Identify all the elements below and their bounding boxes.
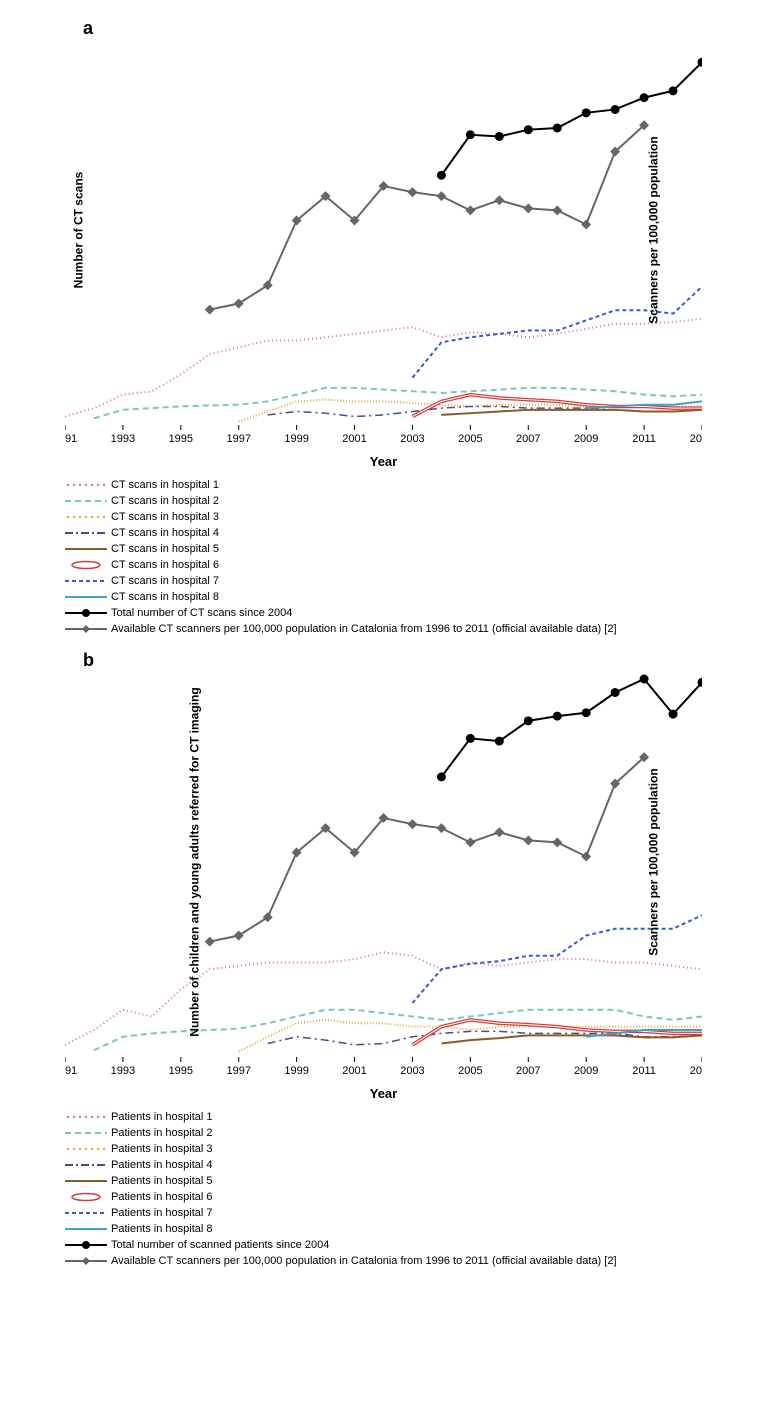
y-left-label-b: Number of children and young adults refe… [188,687,202,1036]
svg-text:2005: 2005 [458,1065,482,1077]
svg-text:1999: 1999 [284,433,308,445]
legend-text: CT scans in hospital 4 [111,527,219,539]
legend-text: CT scans in hospital 2 [111,495,219,507]
legend-text: Patients in hospital 8 [111,1223,213,1235]
svg-text:1995: 1995 [169,1065,193,1077]
legend-text: Patients in hospital 6 [111,1191,213,1203]
legend-item: CT scans in hospital 7 [65,573,757,589]
legend-item: CT scans in hospital 6 [65,557,757,573]
legend-item: CT scans in hospital 4 [65,525,757,541]
svg-text:2003: 2003 [400,1065,424,1077]
legend-swatch [65,1191,107,1203]
legend-swatch [65,479,107,491]
legend-swatch [65,591,107,603]
legend-item: Patients in hospital 7 [65,1205,757,1221]
legend-swatch [65,607,107,619]
legend-item: CT scans in hospital 2 [65,493,757,509]
legend-swatch [65,575,107,587]
legend-text: Available CT scanners per 100,000 popula… [111,1255,617,1267]
y-right-label-b: Scanners per 100,000 population [646,768,660,955]
svg-text:1995: 1995 [169,433,193,445]
legend-swatch [65,1255,107,1267]
legend-swatch [65,1207,107,1219]
svg-text:2009: 2009 [574,433,598,445]
legend-text: Total number of scanned patients since 2… [111,1239,329,1251]
legend-text: Total number of CT scans since 2004 [111,607,292,619]
legend-item: CT scans in hospital 3 [65,509,757,525]
panel-label-b: b [83,650,94,671]
y-left-label-a: Number of CT scans [71,172,85,289]
x-label-b: Year [10,1086,757,1101]
legend-item: CT scans in hospital 1 [65,477,757,493]
legend-text: Available CT scanners per 100,000 popula… [111,623,617,635]
svg-text:2007: 2007 [516,1065,540,1077]
svg-text:2013: 2013 [690,433,702,445]
legend-swatch [65,543,107,555]
legend-swatch [65,1111,107,1123]
legend-swatch [65,1175,107,1187]
chart-svg-b: 1991 1993 1995 1997 1999 2001 2003 2005 2007 2009… [65,642,702,1082]
legend-swatch [65,511,107,523]
legend-swatch [65,1223,107,1235]
legend-item: CT scans in hospital 5 [65,541,757,557]
svg-text:1991: 1991 [65,1065,77,1077]
legend-item: Patients in hospital 1 [65,1109,757,1125]
legend-swatch [65,623,107,635]
legend-item: Patients in hospital 4 [65,1157,757,1173]
svg-text:1999: 1999 [284,1065,308,1077]
legend-text: Patients in hospital 3 [111,1143,213,1155]
legend-text: Patients in hospital 7 [111,1207,213,1219]
svg-text:1993: 1993 [111,433,135,445]
legend-item: Available CT scanners per 100,000 popula… [65,621,757,637]
legend-item: CT scans in hospital 8 [65,589,757,605]
legend-text: Patients in hospital 2 [111,1127,213,1139]
legend-text: CT scans in hospital 6 [111,559,219,571]
legend-item: Patients in hospital 8 [65,1221,757,1237]
legend-text: CT scans in hospital 8 [111,591,219,603]
panel-label-a: a [83,18,93,39]
svg-text:2013: 2013 [690,1065,702,1077]
legend-swatch [65,1239,107,1251]
legend-b: Patients in hospital 1 Patients in hospi… [65,1109,757,1269]
legend-item: Patients in hospital 3 [65,1141,757,1157]
svg-text:2009: 2009 [574,1065,598,1077]
x-label-a: Year [10,454,757,469]
svg-text:2001: 2001 [342,433,366,445]
legend-item: Total number of scanned patients since 2… [65,1237,757,1253]
legend-text: CT scans in hospital 5 [111,543,219,555]
legend-swatch [65,495,107,507]
legend-swatch [65,1159,107,1171]
svg-text:1997: 1997 [226,433,250,445]
chart-svg-a: 1991 1993 1995 1997 1999 2001 2003 2005 2007 2009… [65,10,702,450]
svg-text:2003: 2003 [400,433,424,445]
legend-item: Patients in hospital 2 [65,1125,757,1141]
legend-text: CT scans in hospital 3 [111,511,219,523]
legend-text: CT scans in hospital 1 [111,479,219,491]
svg-text:1991: 1991 [65,433,77,445]
legend-swatch [65,1143,107,1155]
svg-text:2011: 2011 [632,1065,656,1077]
legend-text: Patients in hospital 1 [111,1111,213,1123]
svg-text:2007: 2007 [516,433,540,445]
svg-text:1993: 1993 [111,1065,135,1077]
svg-text:2011: 2011 [632,433,656,445]
svg-text:2001: 2001 [342,1065,366,1077]
svg-text:2005: 2005 [458,433,482,445]
legend-text: Patients in hospital 5 [111,1175,213,1187]
legend-swatch [65,559,107,571]
y-right-label-a: Scanners per 100,000 population [646,136,660,323]
legend-item: Available CT scanners per 100,000 popula… [65,1253,757,1269]
legend-a: CT scans in hospital 1 CT scans in hospi… [65,477,757,637]
chart-panel-b: b Number of children and young adults re… [10,642,757,1269]
legend-item: Total number of CT scans since 2004 [65,605,757,621]
legend-item: Patients in hospital 6 [65,1189,757,1205]
legend-text: Patients in hospital 4 [111,1159,213,1171]
legend-swatch [65,527,107,539]
svg-text:1997: 1997 [226,1065,250,1077]
chart-panel-a: a Number of CT scans Scanners per 100,00… [10,10,757,637]
legend-swatch [65,1127,107,1139]
legend-item: Patients in hospital 5 [65,1173,757,1189]
legend-text: CT scans in hospital 7 [111,575,219,587]
